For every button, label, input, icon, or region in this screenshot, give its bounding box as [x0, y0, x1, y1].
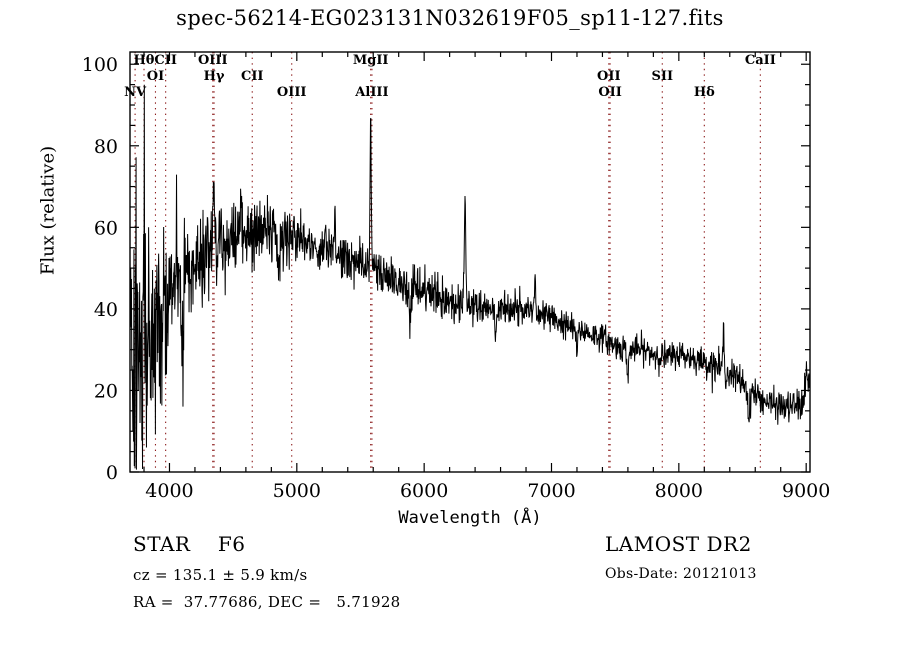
spectral-line-label-OII: OII: [597, 69, 621, 84]
spectrum-trace: [130, 84, 810, 470]
spectral-line-label-AlIII: AlIII: [354, 85, 388, 100]
spectral-line-label-CII: CII: [241, 69, 264, 84]
spectral-line-label-NV: NV: [124, 85, 147, 100]
observation-date: Obs-Date: 20121013: [605, 566, 757, 582]
y-tick-label: 100: [82, 54, 118, 76]
y-tick-label: 80: [94, 136, 118, 158]
x-axis-title: Wavelength (Å): [398, 508, 542, 528]
spectral-line-label-CaII: CaII: [745, 53, 776, 68]
x-tick-labels: 4000 5000 6000 7000 8000 9000: [145, 480, 830, 502]
plot-frame: [129, 51, 811, 473]
coordinates: RA = 37.77686, DEC = 5.71928: [133, 593, 401, 611]
survey-name: LAMOST DR2: [605, 532, 752, 556]
axis-ticks: [130, 52, 810, 473]
footer-right-column: LAMOST DR2 Obs-Date: 20121013: [605, 532, 757, 591]
spectral-line-label-OIII: OIII: [198, 53, 228, 68]
spectral-line-label-MgII: MgII: [353, 53, 389, 68]
flux-curve: [130, 84, 810, 470]
axes-frame: [129, 51, 811, 473]
x-tick-label: 8000: [655, 480, 703, 502]
x-tick-label: 5000: [273, 480, 321, 502]
x-tick-label: 7000: [527, 480, 575, 502]
spectral-line-label-Hγ: Hγ: [204, 69, 225, 84]
object-type: STAR F6: [133, 532, 246, 556]
x-tick-label: 9000: [782, 480, 830, 502]
footer-left-column: STAR F6 cz = 135.1 ± 5.9 km/s RA = 37.77…: [133, 532, 401, 620]
footer-info: STAR F6 cz = 135.1 ± 5.9 km/s RA = 37.77…: [0, 532, 900, 642]
spectral-line-label-SII: SII: [652, 69, 674, 84]
spectral-line-label-Hδ: Hδ: [694, 85, 715, 100]
y-tick-label: 40: [94, 299, 118, 321]
spectral-line-label-CII: CII: [154, 53, 177, 68]
spectral-line-label-OI: OI: [147, 69, 164, 84]
spectral-line-label-OIII: OIII: [277, 85, 307, 100]
y-tick-label: 0: [106, 462, 118, 484]
y-tick-label: 60: [94, 217, 118, 239]
y-tick-label: 20: [94, 380, 118, 402]
y-tick-labels: 0 20 40 60 80 100: [82, 54, 118, 484]
spectral-line-label-Hθ: Hθ: [134, 53, 155, 68]
y-axis-title: Flux (relative): [37, 145, 59, 276]
spectral-line-label-OII: OII: [598, 85, 622, 100]
x-tick-label: 4000: [145, 480, 193, 502]
x-tick-label: 6000: [400, 480, 448, 502]
page-title: spec-56214-EG023131N032619F05_sp11-127.f…: [176, 6, 724, 30]
redshift-velocity: cz = 135.1 ± 5.9 km/s: [133, 566, 308, 584]
